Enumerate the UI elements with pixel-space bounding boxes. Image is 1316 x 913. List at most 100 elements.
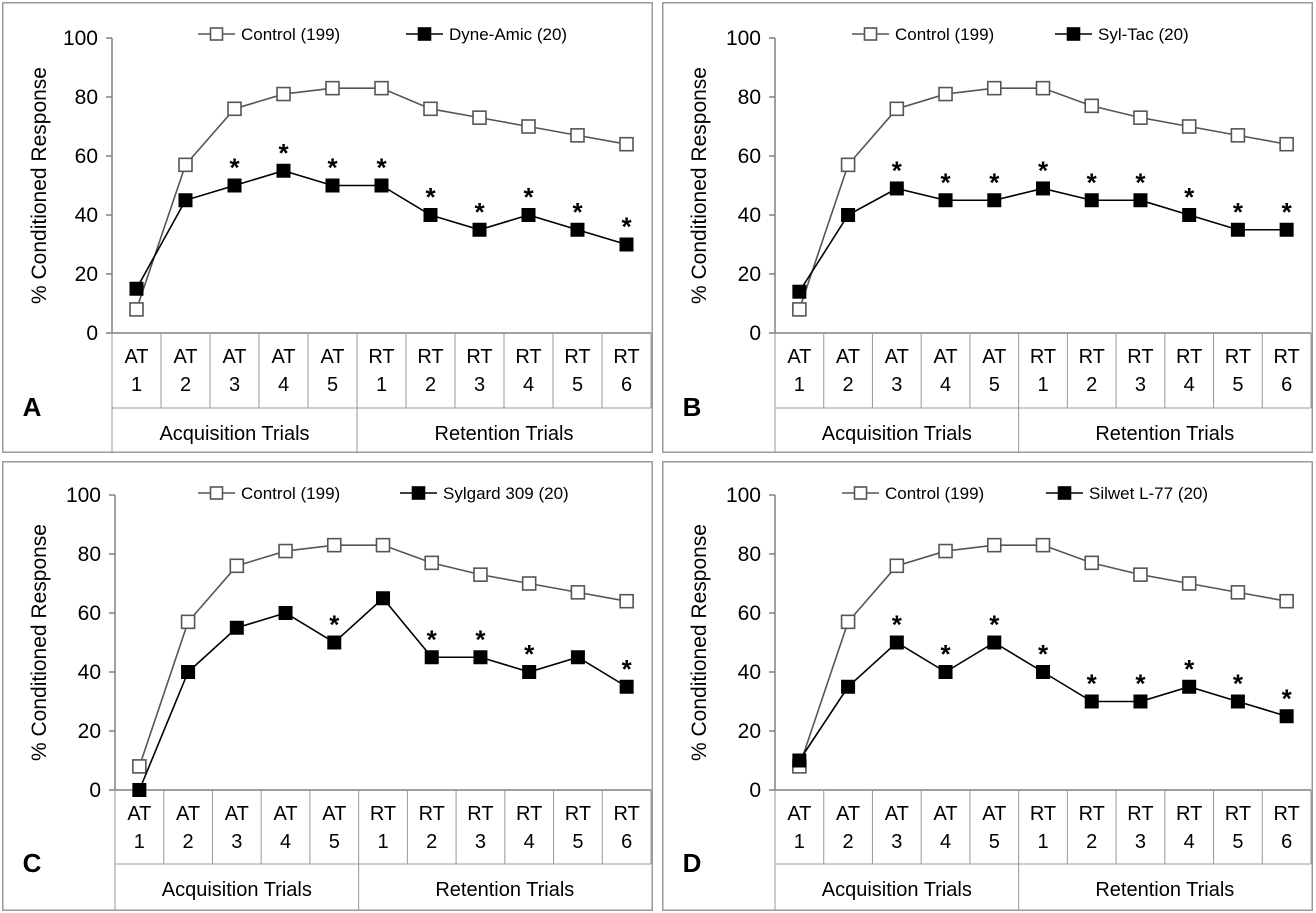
x-tick-label: 6 <box>1281 831 1292 853</box>
legend-marker-open-square-icon <box>209 486 224 500</box>
legend-marker-filled-square-icon <box>417 27 432 41</box>
x-tick-label: AT <box>787 803 811 825</box>
data-point-treatment <box>1230 694 1245 709</box>
data-point-control <box>227 101 242 117</box>
data-point-control <box>840 614 856 630</box>
x-tick-label: 5 <box>329 831 340 853</box>
data-point-control <box>129 302 144 317</box>
x-tick-label: RT <box>1079 803 1105 825</box>
series-line-treatment <box>138 597 628 791</box>
y-tick-label: 60 <box>75 145 98 168</box>
significance-asterisk: * <box>1135 669 1146 699</box>
y-tick-label: 100 <box>66 484 101 507</box>
x-tick-label: 5 <box>327 374 338 396</box>
data-point-control <box>840 157 856 173</box>
significance-asterisk: * <box>621 212 632 242</box>
data-point-treatment <box>178 193 193 208</box>
x-tick-label: 5 <box>572 831 583 853</box>
x-tick-label: 1 <box>1037 831 1048 853</box>
x-tick-label: AT <box>222 346 246 368</box>
data-point-control <box>889 101 905 117</box>
panel-border <box>662 461 1313 911</box>
x-tick-label: 3 <box>1135 374 1146 396</box>
data-point-treatment <box>1230 222 1245 237</box>
x-tick-label: 1 <box>1037 374 1048 396</box>
chart-panel-b: 0 20 40 60 80 100 % Conditioned Response Acquis… <box>662 2 1313 453</box>
x-tick-label: 5 <box>1232 374 1243 396</box>
data-point-treatment <box>619 679 634 694</box>
y-tick-label: 0 <box>86 322 98 345</box>
x-tick-label: RT <box>417 346 443 368</box>
y-tick-label: 100 <box>726 27 761 50</box>
data-point-treatment <box>374 178 389 193</box>
x-tick-label: 4 <box>523 374 534 396</box>
data-point-control <box>325 80 340 96</box>
data-point-control <box>1133 567 1148 582</box>
group-label: Acquisition Trials <box>159 423 309 445</box>
x-tick-label: 3 <box>891 374 902 396</box>
data-point-control <box>326 537 342 553</box>
series-line-treatment <box>798 187 1287 293</box>
x-tick-label: 3 <box>1135 831 1146 853</box>
x-tick-label: AT <box>320 346 344 368</box>
chart-panel-a: 0 20 40 60 80 100 % Conditioned Response Acquis… <box>2 2 653 453</box>
x-tick-label: 1 <box>131 374 142 396</box>
significance-asterisk: * <box>572 197 583 227</box>
data-point-treatment <box>1133 193 1148 208</box>
data-point-control <box>1279 593 1294 609</box>
data-point-treatment <box>423 208 438 222</box>
data-point-control <box>375 537 391 553</box>
y-tick-label: 60 <box>78 602 101 625</box>
significance-asterisk: * <box>1233 197 1244 227</box>
significance-asterisk: * <box>1282 197 1293 227</box>
y-axis-label: % Conditioned Response <box>28 524 51 761</box>
data-point-control <box>229 558 245 574</box>
x-tick-label: AT <box>322 803 346 825</box>
x-tick-label: AT <box>124 346 148 368</box>
significance-asterisk: * <box>327 153 338 183</box>
x-tick-label: 2 <box>1086 831 1097 853</box>
x-tick-label: AT <box>934 346 958 368</box>
significance-asterisk: * <box>475 624 486 654</box>
x-tick-label: 4 <box>278 374 289 396</box>
x-tick-label: 3 <box>229 374 240 396</box>
y-tick-label: 100 <box>63 27 98 50</box>
y-axis-label: % Conditioned Response <box>688 524 711 761</box>
group-label: Retention Trials <box>1095 423 1234 445</box>
x-tick-label: 6 <box>1281 374 1292 396</box>
data-point-control <box>423 101 438 117</box>
y-axis-label: % Conditioned Response <box>28 67 51 304</box>
data-point-control <box>1181 119 1197 134</box>
panel-letter: C <box>23 848 42 878</box>
data-point-control <box>889 558 905 574</box>
x-tick-label: RT <box>613 803 639 825</box>
significance-asterisk: * <box>1282 683 1293 713</box>
y-tick-label: 40 <box>738 204 761 227</box>
data-point-treatment <box>522 665 537 679</box>
data-point-treatment <box>889 635 904 650</box>
legend-marker-open-square-icon <box>853 486 868 500</box>
group-label: Retention Trials <box>435 423 574 445</box>
legend-label: Syl-Tac (20) <box>1098 25 1189 44</box>
x-tick-label: 2 <box>843 831 854 853</box>
x-tick-label: 3 <box>891 831 902 853</box>
significance-asterisk: * <box>425 182 436 212</box>
legend-marker-filled-square-icon <box>1066 27 1081 41</box>
data-point-control <box>1084 555 1100 571</box>
legend-marker-filled-square-icon <box>1057 486 1072 500</box>
chart-panel-c: 0 20 40 60 80 100 % Conditioned Response Acquis… <box>2 461 653 911</box>
significance-asterisk: * <box>329 610 340 640</box>
x-tick-label: RT <box>1030 346 1056 368</box>
significance-asterisk: * <box>427 624 438 654</box>
data-point-control <box>276 86 291 102</box>
group-label: Acquisition Trials <box>822 879 972 901</box>
data-point-control <box>473 567 488 582</box>
series-line-control <box>138 544 627 767</box>
data-point-control <box>521 119 536 134</box>
x-tick-label: RT <box>613 346 639 368</box>
panel-letter: D <box>683 848 702 878</box>
data-point-treatment <box>229 620 244 635</box>
y-tick-label: 0 <box>749 322 761 345</box>
data-point-treatment <box>841 208 856 222</box>
